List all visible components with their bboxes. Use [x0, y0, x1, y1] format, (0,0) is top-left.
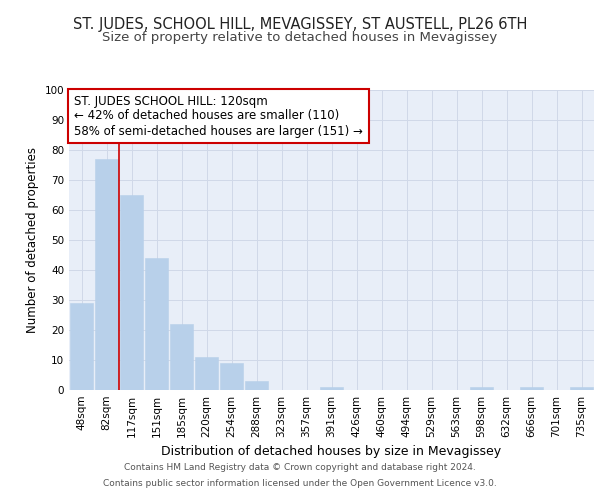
- Text: ST. JUDES, SCHOOL HILL, MEVAGISSEY, ST AUSTELL, PL26 6TH: ST. JUDES, SCHOOL HILL, MEVAGISSEY, ST A…: [73, 18, 527, 32]
- Bar: [170, 324, 193, 390]
- Y-axis label: Number of detached properties: Number of detached properties: [26, 147, 39, 333]
- Bar: [220, 363, 243, 390]
- X-axis label: Distribution of detached houses by size in Mevagissey: Distribution of detached houses by size …: [161, 446, 502, 458]
- Bar: [570, 387, 593, 390]
- Bar: [195, 357, 218, 390]
- Bar: [245, 381, 268, 390]
- Text: ST. JUDES SCHOOL HILL: 120sqm
← 42% of detached houses are smaller (110)
58% of : ST. JUDES SCHOOL HILL: 120sqm ← 42% of d…: [74, 94, 363, 138]
- Bar: [520, 387, 543, 390]
- Bar: [95, 159, 118, 390]
- Bar: [70, 303, 93, 390]
- Text: Contains public sector information licensed under the Open Government Licence v3: Contains public sector information licen…: [103, 478, 497, 488]
- Bar: [145, 258, 168, 390]
- Text: Contains HM Land Registry data © Crown copyright and database right 2024.: Contains HM Land Registry data © Crown c…: [124, 464, 476, 472]
- Bar: [120, 195, 143, 390]
- Bar: [470, 387, 493, 390]
- Bar: [320, 387, 343, 390]
- Text: Size of property relative to detached houses in Mevagissey: Size of property relative to detached ho…: [103, 31, 497, 44]
